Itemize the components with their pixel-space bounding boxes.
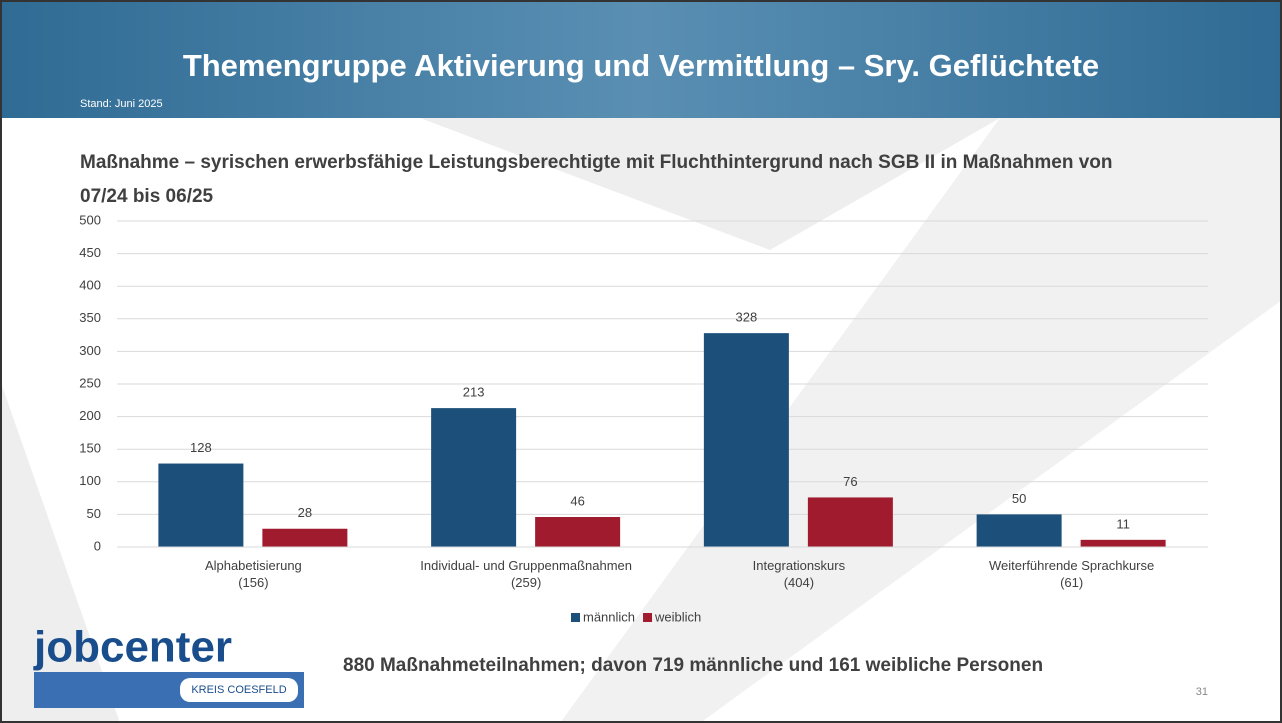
- bar: [262, 528, 348, 547]
- value-label: 328: [736, 310, 758, 325]
- y-tick-label: 0: [94, 538, 101, 553]
- y-tick-label: 450: [79, 245, 101, 260]
- bar: [703, 333, 789, 547]
- chart-title: Maßnahme – syrischen erwerbsfähige Leist…: [80, 152, 1113, 207]
- bar: [807, 497, 893, 547]
- legend-swatch: [643, 613, 653, 622]
- y-tick-label: 100: [79, 473, 101, 488]
- slide-subtitle: Stand: Juni 2025: [80, 98, 163, 110]
- legend-label: männlich: [583, 609, 635, 624]
- y-tick-label: 200: [79, 408, 101, 423]
- value-label: 128: [190, 440, 212, 455]
- value-label: 76: [843, 474, 857, 489]
- value-label: 11: [1116, 516, 1130, 531]
- bg-shape: [420, 118, 1000, 250]
- bar: [431, 408, 517, 547]
- y-tick-label: 300: [79, 343, 101, 358]
- bar: [535, 517, 621, 547]
- bar: [976, 514, 1062, 547]
- legend-label: weiblich: [654, 609, 701, 624]
- x-tick-label: Alphabetisierung (156): [204, 558, 302, 590]
- x-tick-label: Weiterführende Sprachkurse (61): [989, 558, 1155, 590]
- page-number: 31: [1196, 686, 1208, 698]
- logo-subtitle: KREIS COESFELD: [191, 684, 286, 696]
- bg-shape: [560, 118, 1282, 723]
- value-label: 28: [298, 505, 312, 520]
- logo: jobcenter KREIS COESFELD: [33, 623, 304, 708]
- x-tick-label: Individual- und Gruppenmaßnahmen (259): [420, 558, 632, 590]
- value-label: 46: [570, 493, 584, 508]
- y-tick-label: 50: [87, 506, 101, 521]
- logo-badge: [180, 678, 298, 702]
- bg-shape: [0, 380, 120, 723]
- value-label: 213: [463, 385, 485, 400]
- y-tick-label: 250: [79, 375, 101, 390]
- legend-swatch: [571, 613, 580, 622]
- value-label: 50: [1012, 491, 1026, 506]
- y-tick-label: 500: [79, 212, 101, 227]
- x-tick-label: Integrationskurs (404): [752, 558, 846, 590]
- y-tick-label: 350: [79, 310, 101, 325]
- logo-text: jobcenter: [33, 623, 232, 672]
- header-band: [0, 0, 1282, 118]
- slide-title: Themengruppe Aktivierung und Vermittlung…: [183, 48, 1099, 83]
- bar: [158, 463, 244, 547]
- y-tick-label: 400: [79, 278, 101, 293]
- y-tick-label: 150: [79, 441, 101, 456]
- summary: 880 Maßnahmeteilnahmen; davon 719 männli…: [343, 655, 1043, 676]
- bar: [1080, 539, 1166, 547]
